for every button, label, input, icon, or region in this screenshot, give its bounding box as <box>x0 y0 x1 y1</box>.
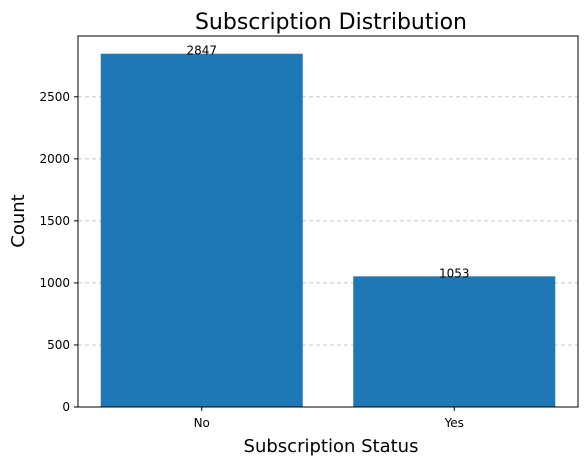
x-axis-label: Subscription Status <box>244 436 419 457</box>
y-tick-label: 0 <box>62 400 70 414</box>
plot-frame <box>77 35 579 408</box>
chart-title: Subscription Distribution <box>195 10 467 35</box>
x-tick-label: No <box>194 416 210 430</box>
y-tick-label: 2000 <box>39 152 70 166</box>
data-labels: 2847 1053 <box>186 44 469 281</box>
y-tick-label: 1500 <box>39 214 70 228</box>
y-axis-label: Count <box>8 194 29 247</box>
y-axis-ticks: 0 500 1000 1500 2000 2500 <box>39 90 78 414</box>
bars <box>100 53 556 408</box>
bar-no <box>100 53 303 408</box>
bar-yes <box>353 276 556 407</box>
x-axis-ticks: No Yes <box>194 407 464 430</box>
y-tick-label: 500 <box>47 338 70 352</box>
x-tick-label: Yes <box>444 416 464 430</box>
data-label: 1053 <box>439 266 470 280</box>
y-tick-label: 1000 <box>39 276 70 290</box>
y-tick-label: 2500 <box>39 90 70 104</box>
data-label: 2847 <box>186 44 217 58</box>
